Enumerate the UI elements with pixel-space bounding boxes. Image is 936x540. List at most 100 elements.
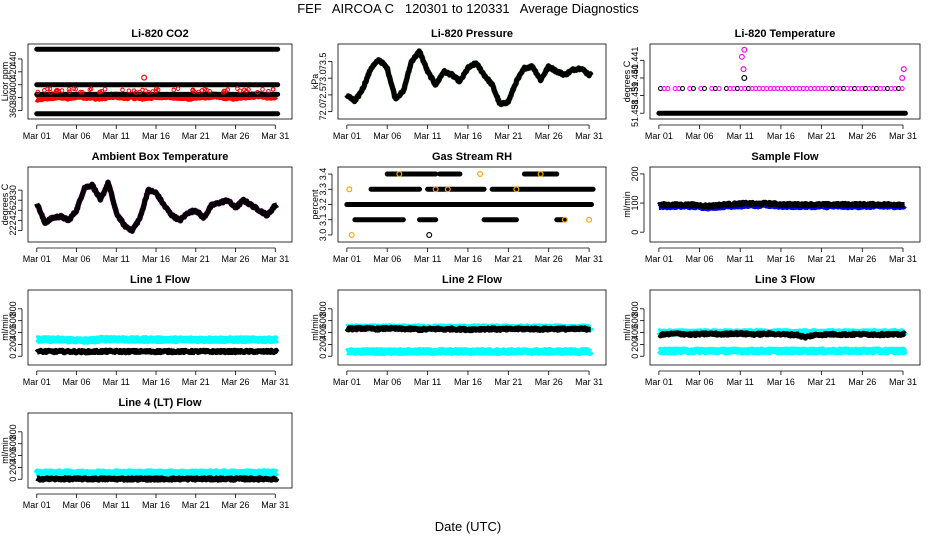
x-tick-label: Mar 31 — [889, 254, 917, 264]
y-tick-label: 0 — [318, 354, 328, 359]
series-point — [270, 87, 276, 92]
panel-line-1-flow: Line 1 Flow Mar 01 Mar 06 Mar 11 Mar 16 Mar 2… — [0, 274, 293, 387]
plot-area — [656, 199, 907, 212]
panel-line-4-lt-flow: Line 4 (LT) Flow Mar 01 Mar 06 Mar 11 Mar 16… — [0, 397, 293, 510]
outlier-point — [348, 231, 355, 238]
series-point — [48, 90, 53, 95]
y-tick-label: 26 — [8, 205, 18, 215]
outlier-point — [141, 74, 148, 81]
x-tick-label: Mar 31 — [575, 131, 603, 141]
x-axis-caption: Date (UTC) — [434, 519, 502, 534]
y-axis-label: ml/min — [622, 191, 632, 218]
y-axis-label: degrees C — [622, 60, 632, 102]
panel-title: Line 3 Flow — [755, 274, 815, 286]
series-pressure — [344, 48, 594, 108]
series-line3-black — [656, 329, 907, 341]
y-tick-label: 440 — [8, 51, 18, 66]
plot-area — [34, 46, 281, 117]
series-band — [33, 468, 280, 478]
y-tick-label: 800 — [8, 301, 18, 316]
series-point — [237, 88, 243, 94]
x-tick-label: Mar 06 — [686, 377, 714, 387]
y-tick-label: 400 — [318, 325, 328, 340]
outlier-point — [432, 186, 439, 193]
x-tick-label: Mar 06 — [686, 254, 714, 264]
x-tick-label: Mar 11 — [103, 254, 130, 264]
x-tick-label: Mar 21 — [182, 500, 210, 510]
series-point — [171, 87, 177, 93]
panel-title: Gas Stream RH — [432, 151, 512, 163]
series-band — [34, 334, 280, 345]
panel-title: Li-820 Pressure — [431, 28, 513, 40]
y-tick-label: 51.438 — [630, 99, 640, 127]
outlier-point — [477, 171, 484, 178]
plot-frame — [649, 43, 921, 120]
y-tick-label: 800 — [630, 301, 640, 316]
x-tick-label: Mar 16 — [767, 131, 795, 141]
outlier-point — [740, 66, 747, 73]
x-tick-label: Mar 11 — [727, 377, 754, 387]
series-point — [35, 89, 41, 95]
y-tick-label: 600 — [8, 436, 18, 451]
x-tick-label: Mar 01 — [23, 131, 51, 141]
x-tick-label: Mar 01 — [645, 254, 673, 264]
outlier-point — [899, 74, 906, 81]
series-point — [80, 89, 85, 95]
plot-frame — [27, 289, 293, 366]
series-trace — [34, 179, 280, 234]
series-point — [42, 87, 47, 93]
x-tick-label: Mar 26 — [222, 377, 250, 387]
y-axis-label: degrees C — [0, 183, 10, 225]
series-point — [716, 86, 722, 92]
outlier-point — [741, 46, 748, 53]
series-point — [153, 86, 159, 92]
x-tick-label: Mar 21 — [182, 131, 210, 141]
y-tick-label: 600 — [630, 313, 640, 328]
series-band — [34, 347, 280, 356]
panel-li-820-temperature: Li-820 Temperature Mar 01 Mar 06 Mar 11 Mar … — [622, 28, 921, 141]
series-band — [656, 329, 907, 341]
y-tick-label: 600 — [318, 313, 328, 328]
panel-gas-stream-rh: Gas Stream RH Mar 01 Mar 06 Mar 11 Mar 16 Mar… — [310, 151, 607, 264]
panel-title: Sample Flow — [751, 151, 819, 163]
series-point — [665, 86, 671, 92]
y-tick-label: 400 — [8, 77, 18, 92]
outlier-point — [738, 53, 745, 60]
x-tick-label: Mar 26 — [222, 131, 250, 141]
outlier-point — [396, 171, 403, 178]
series-point — [190, 88, 195, 93]
y-axis-label: percent — [310, 189, 320, 220]
series-line4-cyan — [33, 468, 280, 478]
series-point — [102, 86, 108, 92]
x-tick-label: Mar 26 — [848, 131, 876, 141]
panel-title: Li-820 CO2 — [131, 28, 188, 40]
series-point — [66, 87, 72, 92]
y-tick-label: 73.0 — [318, 69, 328, 87]
x-tick-label: Mar 16 — [454, 131, 482, 141]
x-tick-label: Mar 11 — [103, 131, 130, 141]
x-tick-label: Mar 06 — [373, 254, 401, 264]
series-line4-black — [34, 475, 280, 483]
series-band — [656, 199, 907, 210]
y-axis-label: ml/min — [0, 437, 10, 464]
x-tick-label: Mar 16 — [454, 377, 482, 387]
series-point — [244, 88, 249, 94]
x-tick-label: Mar 26 — [222, 254, 250, 264]
series-point — [137, 89, 142, 95]
x-tick-label: Mar 31 — [261, 254, 289, 264]
series-point — [223, 88, 228, 94]
x-tick-label: Mar 31 — [889, 131, 917, 141]
y-tick-label: 400 — [8, 448, 18, 463]
x-tick-label: Mar 21 — [808, 254, 836, 264]
x-tick-label: Mar 06 — [63, 131, 91, 141]
x-tick-label: Mar 16 — [767, 377, 795, 387]
outlier-point — [537, 171, 544, 178]
x-tick-label: Mar 11 — [103, 500, 130, 510]
x-tick-label: Mar 01 — [333, 254, 361, 264]
y-axis-label: Licor ppm — [0, 62, 10, 102]
series-point — [701, 86, 707, 92]
y-tick-label: 51.440 — [630, 64, 640, 92]
x-tick-label: Mar 31 — [261, 377, 289, 387]
x-tick-label: Mar 26 — [848, 377, 876, 387]
